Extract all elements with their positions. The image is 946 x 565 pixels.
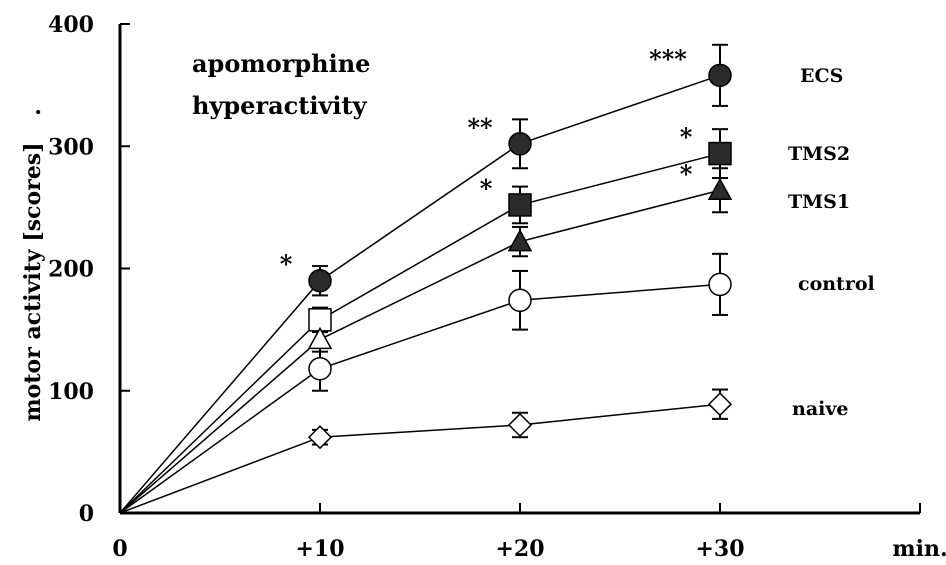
y-axis-label: motor activity [scores] — [20, 142, 46, 421]
marker-control-10 — [308, 356, 332, 381]
series-line-TMS2 — [119, 152, 721, 514]
marker-ECS-20 — [508, 132, 532, 156]
marker-naive-20 — [507, 412, 533, 438]
markers — [307, 63, 733, 450]
y-tick-label-0: 0 — [79, 501, 94, 527]
x-tick-label-1: +10 — [295, 536, 344, 562]
x-tick-label-4: min. — [892, 536, 946, 562]
series-label-TMS2: TMS2 — [788, 143, 850, 165]
axes: 0 100 200 300 400 0 +10 +20 +30 min. — [48, 12, 946, 562]
series-line-TMS1 — [119, 189, 721, 514]
x-tick-label-0: 0 — [112, 536, 127, 562]
marker-TMS1-30 — [707, 177, 733, 201]
y-tick-label-400: 400 — [48, 12, 94, 38]
marker-TMS2-30 — [708, 141, 732, 166]
significance-TMS2-30: * — [680, 123, 693, 152]
significance-ECS-10: * — [280, 250, 293, 279]
significance-TMS2-20: * — [480, 174, 493, 203]
marker-ECS-30 — [708, 63, 732, 88]
marker-TMS2-20 — [508, 193, 532, 217]
series-line-control — [119, 283, 721, 514]
series-lines — [119, 74, 721, 514]
chart-title-line-2: hyperactivity — [192, 91, 368, 120]
y-tick-label-300: 300 — [48, 134, 94, 160]
marker-ECS-10 — [308, 268, 332, 293]
marker-TMS1-10 — [307, 326, 333, 350]
significance-TMS1-30: * — [680, 159, 693, 188]
series-label-TMS1: TMS1 — [788, 191, 850, 213]
y-tick-label-100: 100 — [48, 379, 94, 405]
series-label-naive: naive — [792, 398, 848, 420]
chart-title-line-1: apomorphine — [192, 49, 370, 78]
y-axis-label-mark: . — [20, 108, 46, 116]
series-line-naive — [119, 403, 721, 514]
marker-control-30 — [708, 272, 732, 297]
marker-naive-30 — [707, 392, 733, 417]
significance-ECS-30: *** — [649, 44, 687, 73]
series-line-ECS — [119, 74, 721, 514]
marker-TMS1-20 — [507, 229, 533, 252]
series-label-control: control — [798, 273, 875, 295]
significance-ECS-20: ** — [467, 113, 493, 142]
series-label-ECS: ECS — [800, 65, 843, 87]
marker-control-20 — [508, 288, 532, 313]
y-tick-label-200: 200 — [48, 257, 94, 283]
x-tick-label-3: +30 — [695, 536, 744, 562]
marker-naive-10 — [307, 425, 333, 450]
x-tick-label-2: +20 — [495, 536, 544, 562]
